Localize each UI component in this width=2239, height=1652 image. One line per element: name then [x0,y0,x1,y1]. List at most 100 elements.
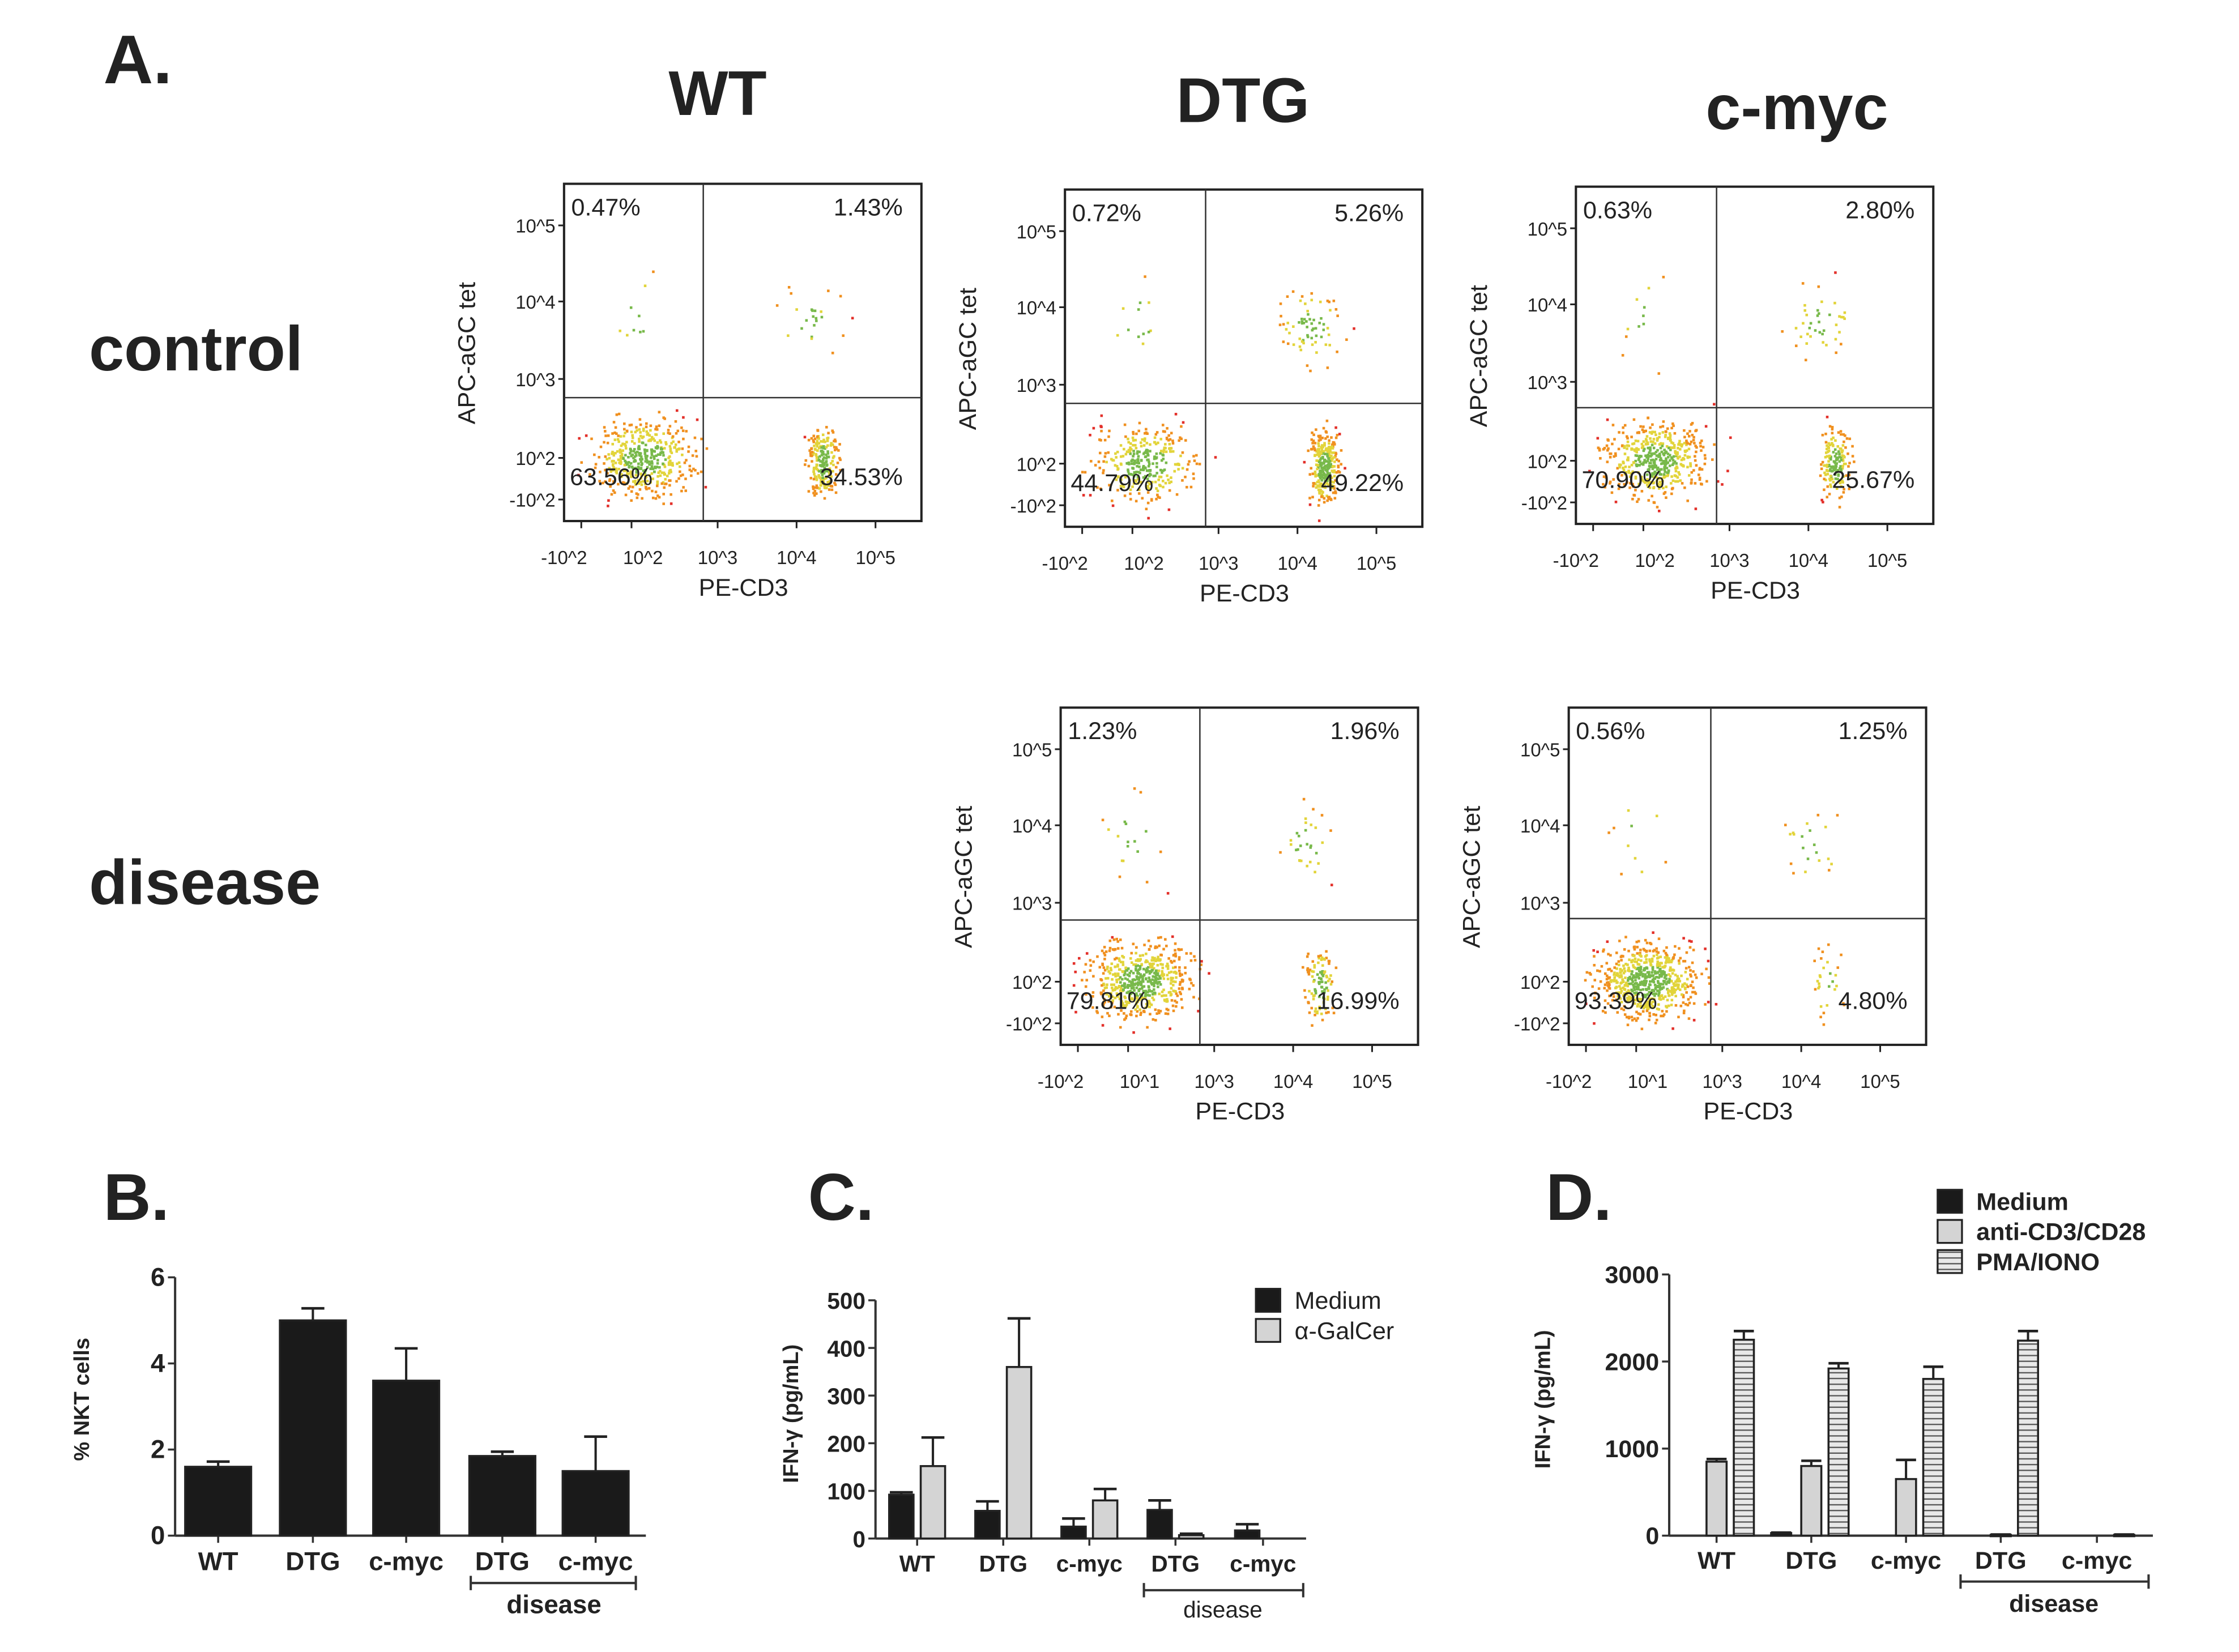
event-dot [1172,954,1175,957]
x-tick-label: 10^2 [623,547,663,568]
event-dot [1816,980,1819,983]
event-dot [1637,471,1640,474]
event-dot [1151,996,1154,1000]
event-dot [1622,466,1624,469]
event-dot [631,436,634,439]
event-dot [1667,981,1671,984]
event-dot [1327,979,1330,983]
event-dot [816,445,819,448]
event-dot [1123,494,1127,497]
event-dot [1635,1019,1638,1022]
event-dot [1846,452,1849,455]
event-dot [1101,818,1104,822]
event-dot [1692,436,1695,439]
event-dot [1833,473,1837,476]
event-dot [1673,460,1677,463]
event-dot [1178,956,1181,959]
y-axis-label: IFN-γ (pg/mL) [1532,1330,1555,1469]
event-dot [1832,436,1835,439]
event-dot [1148,460,1150,463]
event-dot [1302,797,1306,801]
event-dot [1647,1002,1651,1005]
event-dot [1644,973,1647,976]
event-dot [1641,975,1644,978]
event-dot [1323,484,1326,487]
event-dot [803,436,807,439]
event-dot [1688,442,1692,446]
event-dot [1661,425,1665,428]
event-dot [1124,977,1127,980]
event-dot [1680,445,1683,448]
event-dot [1135,946,1138,949]
event-dot [1108,1014,1111,1018]
event-dot [1083,971,1086,974]
event-dot [603,441,605,444]
event-dot [669,463,672,466]
event-dot [819,460,822,463]
event-dot [1615,985,1618,989]
event-dot [1615,998,1618,1001]
event-dot [1144,467,1147,469]
event-dot [1618,963,1620,967]
event-dot [605,458,608,461]
event-dot [1121,961,1124,964]
event-dot [1835,323,1838,326]
event-dot [1842,491,1845,494]
event-dot [1175,493,1179,496]
y-tick-label: -10^2 [1521,493,1567,514]
event-dot [1682,937,1685,940]
event-dot [1165,994,1167,997]
event-dot [1121,977,1124,981]
event-dot [1801,282,1805,285]
event-dot [1628,995,1631,998]
event-dot [1129,442,1132,445]
event-dot [1660,457,1662,460]
event-dot [1102,983,1106,987]
event-dot [1118,985,1121,988]
event-dot [1119,976,1122,979]
event-dot [1100,414,1103,417]
event-dot [1139,980,1142,983]
panel-label-b: B. [103,1160,169,1234]
event-dot [1690,440,1693,443]
event-dot [1118,875,1121,878]
event-dot [1645,966,1648,969]
event-dot [1613,976,1617,979]
event-dot [1639,970,1642,973]
event-dot [1825,344,1828,347]
event-dot [1144,275,1146,278]
event-dot [1171,966,1175,970]
event-dot [1285,328,1288,331]
event-dot [836,462,839,464]
event-dot [616,438,620,441]
event-dot [1319,473,1323,476]
event-dot [1648,1006,1651,1009]
x-tick-label: 10^5 [1352,1071,1392,1092]
x-tick-label: 10^2 [1635,550,1674,571]
event-dot [1656,468,1659,471]
event-dot [1159,438,1163,441]
event-dot [1300,317,1303,321]
event-dot [1325,419,1329,422]
event-dot [1306,968,1309,971]
event-dot [1820,498,1823,502]
event-dot [1618,985,1621,988]
event-dot [656,441,659,444]
event-dot [1322,1001,1325,1004]
event-dot [820,477,823,480]
event-dot [1611,998,1614,1002]
event-dot [1830,863,1833,865]
quadrant-lower-left: 44.79% [1071,469,1153,497]
event-dot [1180,425,1183,428]
event-dot [1089,433,1091,437]
event-dot [1645,988,1648,991]
event-dot [631,453,634,456]
event-dot [1311,472,1315,475]
event-dot [1094,464,1097,467]
event-dot [1140,994,1144,997]
event-dot [1637,966,1640,970]
event-dot [1110,968,1113,972]
event-dot [1102,1004,1105,1007]
event-dot [1688,1001,1691,1005]
y-tick-label: 4 [151,1349,165,1378]
